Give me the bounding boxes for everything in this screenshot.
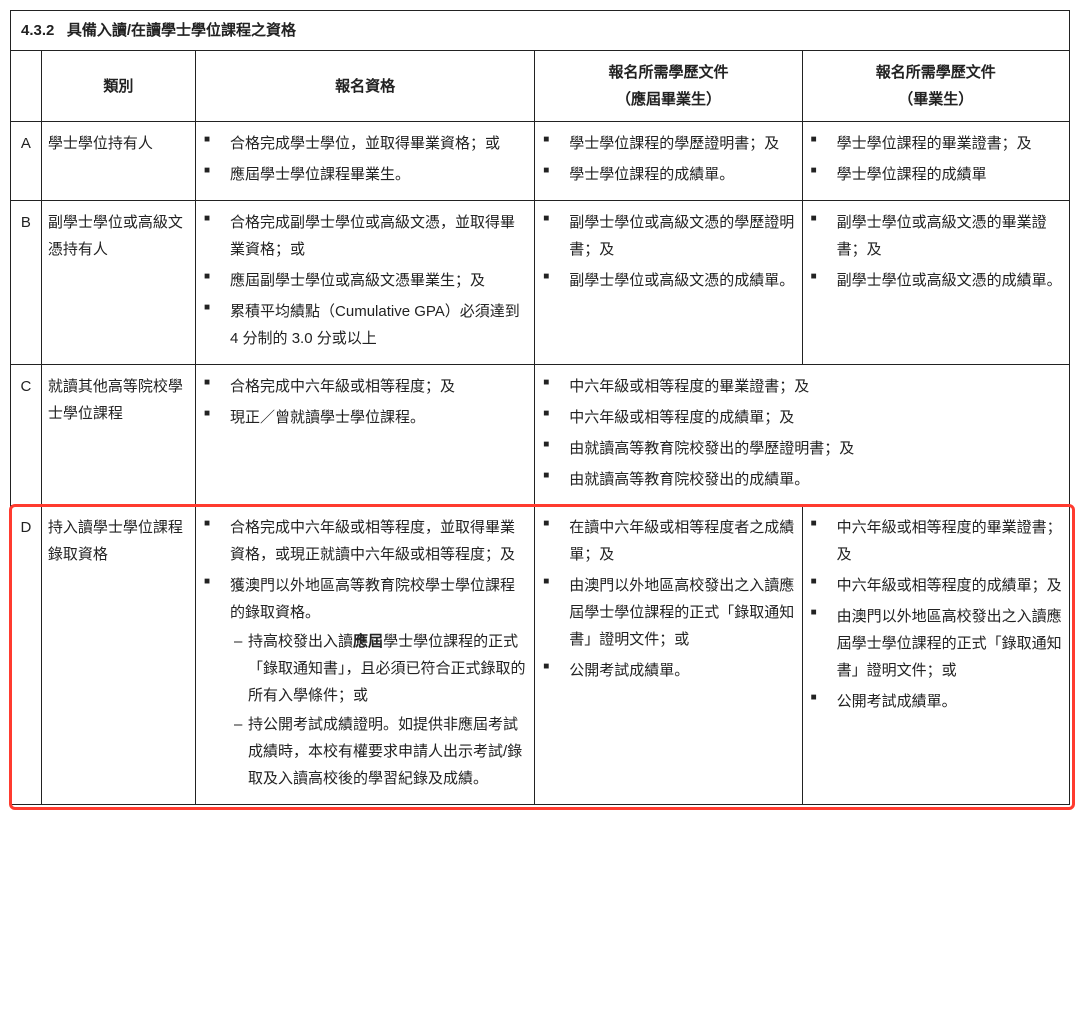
document-root: 4.3.2 具備入讀/在讀學士學位課程之資格 類別 報名資格 報名所需學歷文件 …: [10, 10, 1070, 805]
sub-text: 持高校發出入讀: [248, 633, 353, 650]
header-docs-grad-sub: （畢業生）: [898, 91, 973, 108]
row-category: 副學士學位或高級文憑持有人: [41, 201, 195, 365]
list-item: 合格完成中六年級或相等程度，並取得畢業資格，或現正就讀中六年級或相等程度；及: [224, 514, 528, 568]
list-item: 在讀中六年級或相等程度者之成績單；及: [563, 514, 795, 568]
section-title-text: 具備入讀/在讀學士學位課程之資格: [67, 22, 296, 39]
row-docs-grad: 學士學位課程的畢業證書；及 學士學位課程的成績單: [802, 122, 1069, 201]
row-qualification: 合格完成學士學位，並取得畢業資格；或 應屆學士學位課程畢業生。: [196, 122, 535, 201]
list-item: 中六年級或相等程度的畢業證書；及: [563, 373, 1063, 400]
list-item: 中六年級或相等程度的成績單；及: [831, 572, 1063, 599]
list-item: 副學士學位或高級文憑的學歷證明書；及: [563, 209, 795, 263]
header-qualification: 報名資格: [196, 51, 535, 122]
row-docs-grad: 中六年級或相等程度的畢業證書；及 中六年級或相等程度的成績單；及 由澳門以外地區…: [802, 506, 1069, 805]
list-item: 學士學位課程的學歷證明書；及: [563, 130, 795, 157]
list-item: 副學士學位或高級文憑的成績單。: [563, 267, 795, 294]
list-item: 由澳門以外地區高校發出之入讀應屆學士學位課程的正式「錄取通知書」證明文件；或: [563, 572, 795, 653]
list-item: 由澳門以外地區高校發出之入讀應屆學士學位課程的正式「錄取通知書」證明文件；或: [831, 603, 1063, 684]
list-item: 獲澳門以外地區高等教育院校學士學位課程的錄取資格。 持高校發出入讀應屆學士學位課…: [224, 572, 528, 792]
header-docs-current-sub: （應屆畢業生）: [616, 91, 721, 108]
eligibility-table: 4.3.2 具備入讀/在讀學士學位課程之資格 類別 報名資格 報名所需學歷文件 …: [10, 10, 1070, 805]
row-docs-grad: 副學士學位或高級文憑的畢業證書；及 副學士學位或高級文憑的成績單。: [802, 201, 1069, 365]
list-item: 公開考試成績單。: [563, 657, 795, 684]
section-header: 4.3.2 具備入讀/在讀學士學位課程之資格: [11, 11, 1070, 51]
sub-list-item: 持高校發出入讀應屆學士學位課程的正式「錄取通知書」，且必須已符合正式錄取的所有入…: [248, 628, 528, 709]
list-item: 副學士學位或高級文憑的成績單。: [831, 267, 1063, 294]
row-id: A: [11, 122, 42, 201]
sub-bold: 應屆: [353, 633, 383, 650]
header-docs-grad: 報名所需學歷文件 （畢業生）: [802, 51, 1069, 122]
header-docs-current-main: 報名所需學歷文件: [608, 64, 728, 81]
header-docs-current: 報名所需學歷文件 （應屆畢業生）: [535, 51, 802, 122]
row-qualification: 合格完成中六年級或相等程度；及 現正／曾就讀學士學位課程。: [196, 365, 535, 506]
table-row: C 就讀其他高等院校學士學位課程 合格完成中六年級或相等程度；及 現正／曾就讀學…: [11, 365, 1070, 506]
table-row: B 副學士學位或高級文憑持有人 合格完成副學士學位或高級文憑，並取得畢業資格；或…: [11, 201, 1070, 365]
row-id: D: [11, 506, 42, 805]
row-category: 持入讀學士學位課程錄取資格: [41, 506, 195, 805]
header-blank: [11, 51, 42, 122]
row-docs-current: 在讀中六年級或相等程度者之成績單；及 由澳門以外地區高校發出之入讀應屆學士學位課…: [535, 506, 802, 805]
row-category: 學士學位持有人: [41, 122, 195, 201]
list-item: 應屆副學士學位或高級文憑畢業生；及: [224, 267, 528, 294]
row-docs-merged: 中六年級或相等程度的畢業證書；及 中六年級或相等程度的成績單；及 由就讀高等教育…: [535, 365, 1070, 506]
list-item: 學士學位課程的成績單。: [563, 161, 795, 188]
sub-list-item: 持公開考試成績證明。如提供非應屆考試成績時，本校有權要求申請人出示考試/錄取及入…: [248, 711, 528, 792]
row-id: C: [11, 365, 42, 506]
list-item: 合格完成副學士學位或高級文憑，並取得畢業資格；或: [224, 209, 528, 263]
section-header-row: 4.3.2 具備入讀/在讀學士學位課程之資格: [11, 11, 1070, 51]
row-category: 就讀其他高等院校學士學位課程: [41, 365, 195, 506]
column-header-row: 類別 報名資格 報名所需學歷文件 （應屆畢業生） 報名所需學歷文件 （畢業生）: [11, 51, 1070, 122]
list-item: 現正／曾就讀學士學位課程。: [224, 404, 528, 431]
list-item: 應屆學士學位課程畢業生。: [224, 161, 528, 188]
row-id: B: [11, 201, 42, 365]
section-number: 4.3.2: [21, 22, 54, 39]
list-item-text: 獲澳門以外地區高等教育院校學士學位課程的錄取資格。: [230, 577, 515, 621]
list-item: 中六年級或相等程度的成績單；及: [563, 404, 1063, 431]
list-item: 累積平均績點（Cumulative GPA）必須達到 4 分制的 3.0 分或以…: [224, 298, 528, 352]
list-item: 由就讀高等教育院校發出的學歷證明書；及: [563, 435, 1063, 462]
row-qualification: 合格完成中六年級或相等程度，並取得畢業資格，或現正就讀中六年級或相等程度；及 獲…: [196, 506, 535, 805]
list-item: 學士學位課程的成績單: [831, 161, 1063, 188]
table-row: A 學士學位持有人 合格完成學士學位，並取得畢業資格；或 應屆學士學位課程畢業生…: [11, 122, 1070, 201]
table-row: D 持入讀學士學位課程錄取資格 合格完成中六年級或相等程度，並取得畢業資格，或現…: [11, 506, 1070, 805]
header-category: 類別: [41, 51, 195, 122]
row-qualification: 合格完成副學士學位或高級文憑，並取得畢業資格；或 應屆副學士學位或高級文憑畢業生…: [196, 201, 535, 365]
list-item: 中六年級或相等程度的畢業證書；及: [831, 514, 1063, 568]
list-item: 合格完成學士學位，並取得畢業資格；或: [224, 130, 528, 157]
list-item: 由就讀高等教育院校發出的成績單。: [563, 466, 1063, 493]
list-item: 公開考試成績單。: [831, 688, 1063, 715]
list-item: 合格完成中六年級或相等程度；及: [224, 373, 528, 400]
row-docs-current: 副學士學位或高級文憑的學歷證明書；及 副學士學位或高級文憑的成績單。: [535, 201, 802, 365]
row-docs-current: 學士學位課程的學歷證明書；及 學士學位課程的成績單。: [535, 122, 802, 201]
list-item: 學士學位課程的畢業證書；及: [831, 130, 1063, 157]
header-docs-grad-main: 報名所需學歷文件: [876, 64, 996, 81]
list-item: 副學士學位或高級文憑的畢業證書；及: [831, 209, 1063, 263]
